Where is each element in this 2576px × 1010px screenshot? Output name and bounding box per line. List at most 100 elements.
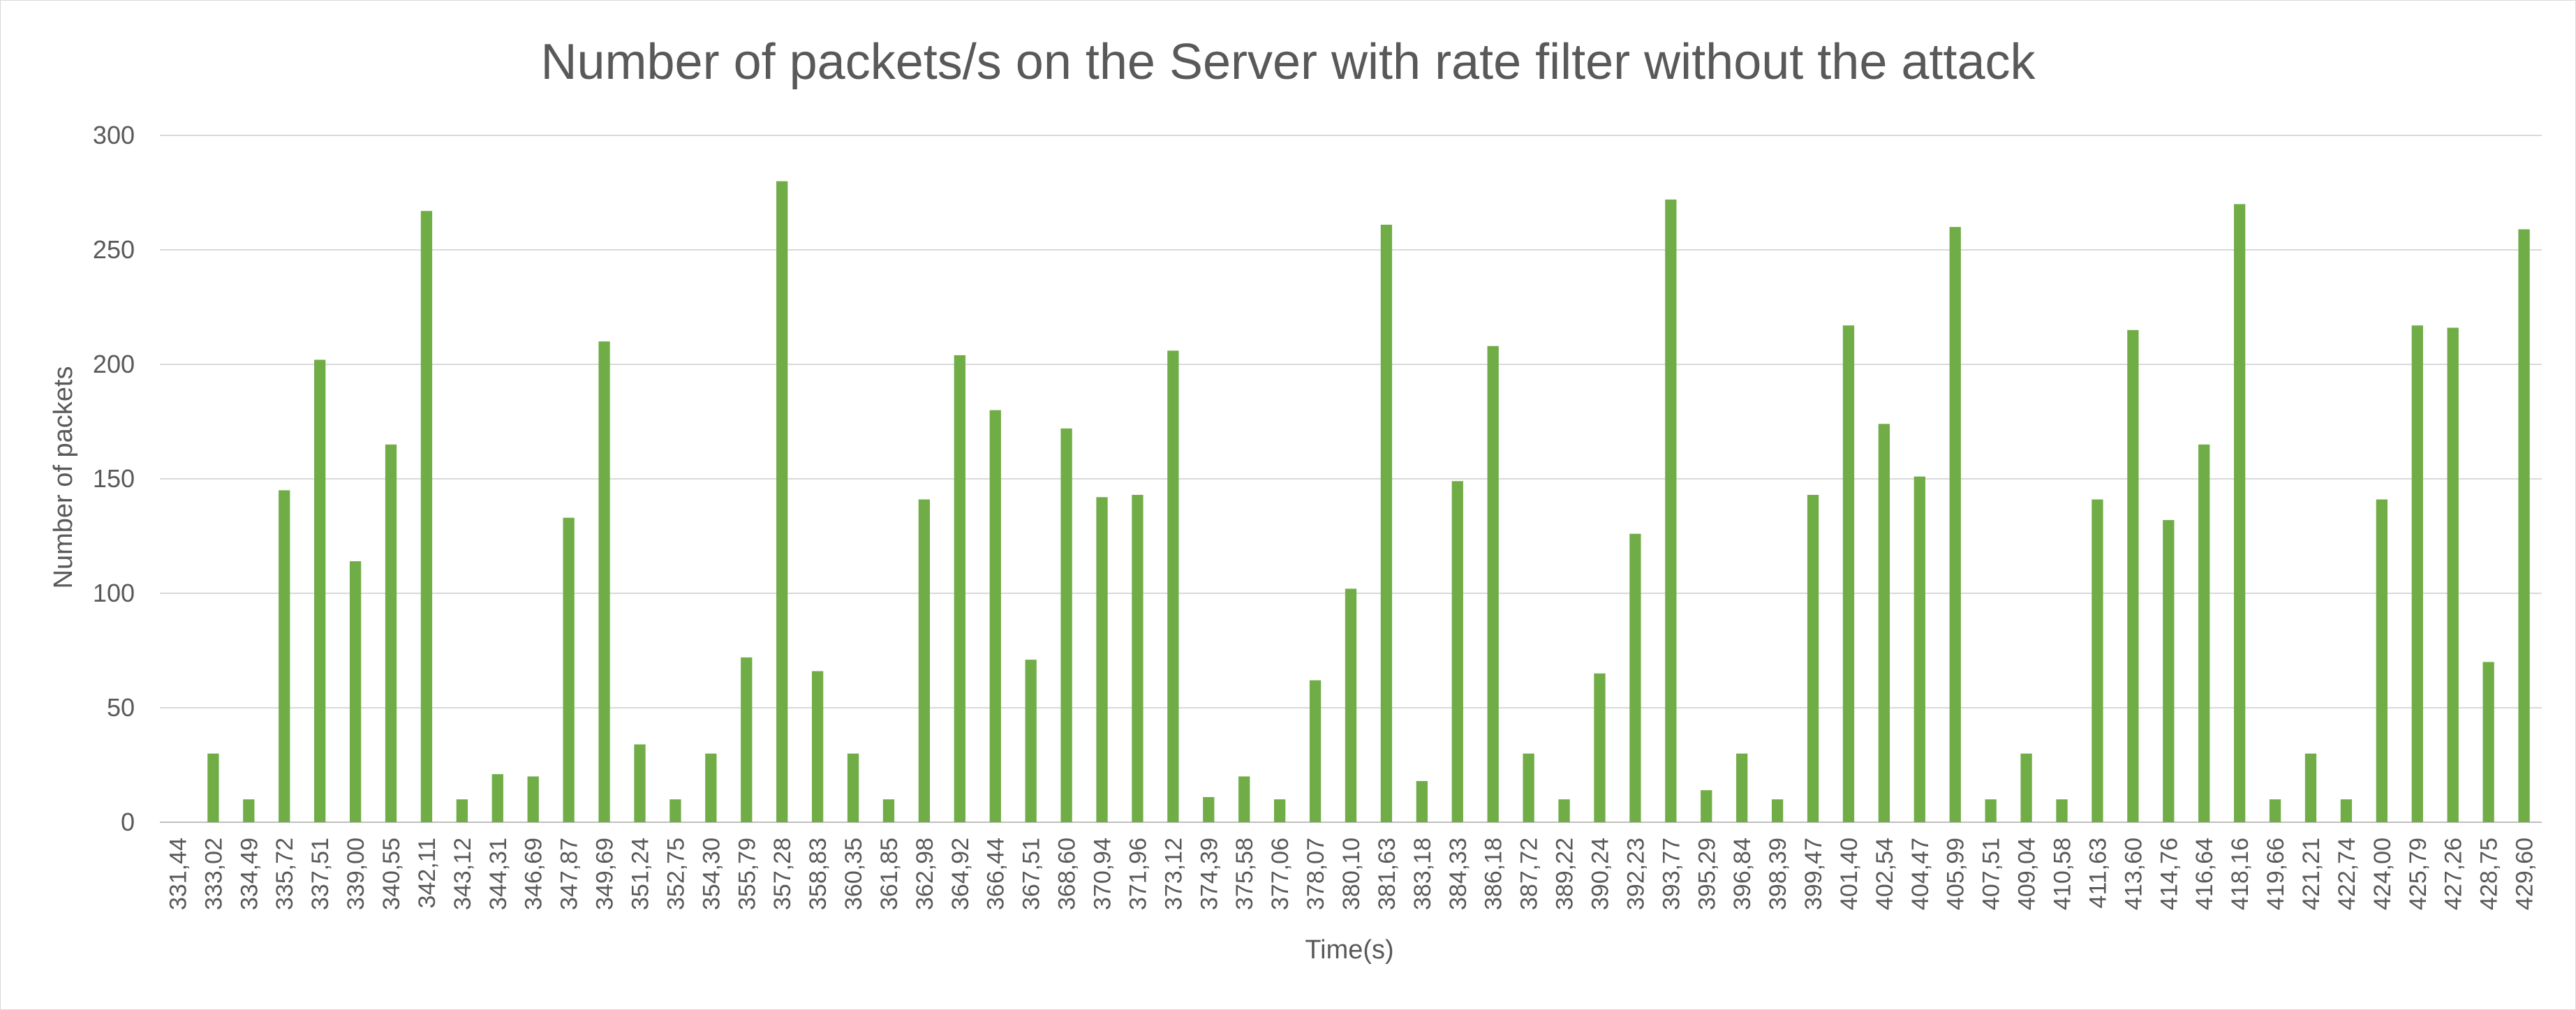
bar xyxy=(1558,799,1570,822)
x-tick-label: 389,22 xyxy=(1552,838,1578,910)
x-tick-label: 384,33 xyxy=(1445,838,1472,910)
bar xyxy=(207,753,219,822)
bar xyxy=(741,657,753,822)
x-tick-label: 373,12 xyxy=(1160,838,1187,910)
bar xyxy=(1167,350,1179,822)
bar xyxy=(634,744,646,822)
x-tick-label: 351,24 xyxy=(627,838,653,910)
y-tick-label: 50 xyxy=(107,693,135,722)
x-tick-label: 413,60 xyxy=(2120,838,2147,910)
x-tick-label: 414,76 xyxy=(2156,838,2182,910)
x-tick-label: 361,85 xyxy=(876,838,903,910)
bar xyxy=(314,359,326,822)
x-tick-label: 419,66 xyxy=(2263,838,2289,910)
bar xyxy=(1238,776,1250,822)
x-tick-label: 383,18 xyxy=(1409,838,1436,910)
bar xyxy=(1416,780,1428,822)
x-tick-label: 390,24 xyxy=(1587,838,1613,910)
x-tick-label: 354,30 xyxy=(698,838,725,910)
x-tick-label: 407,51 xyxy=(1978,838,2005,910)
x-tick-label: 370,94 xyxy=(1090,838,1116,910)
x-tick-label: 409,04 xyxy=(2014,838,2041,910)
bar xyxy=(385,444,397,822)
bar xyxy=(776,181,788,823)
y-tick-label: 300 xyxy=(93,121,135,149)
bar xyxy=(1701,790,1712,822)
bar xyxy=(2411,325,2423,822)
bar xyxy=(1274,799,1286,822)
x-tick-label: 421,21 xyxy=(2298,838,2325,910)
bar xyxy=(420,211,433,822)
x-tick-label: 398,39 xyxy=(1765,838,1791,910)
x-tick-label: 422,74 xyxy=(2334,838,2360,910)
bar xyxy=(349,561,362,822)
bar xyxy=(563,517,575,822)
x-tick-label: 387,72 xyxy=(1516,838,1543,910)
x-tick-label: 339,00 xyxy=(343,838,369,910)
y-tick-label: 0 xyxy=(121,808,135,836)
x-tick-label: 401,40 xyxy=(1836,838,1863,910)
bar xyxy=(1914,476,1925,822)
bar xyxy=(2340,799,2353,822)
x-tick-label: 358,83 xyxy=(805,838,831,910)
bar xyxy=(2127,329,2139,822)
x-tick-label: 427,26 xyxy=(2441,838,2467,910)
bar xyxy=(2092,499,2103,822)
bar xyxy=(2233,204,2246,822)
x-tick-label: 360,35 xyxy=(841,838,867,910)
bar xyxy=(1345,588,1357,822)
bars xyxy=(207,181,2530,823)
x-tick-label: 367,51 xyxy=(1019,838,1045,910)
bar xyxy=(1736,753,1748,822)
bar xyxy=(1807,494,1819,822)
y-tick-label: 150 xyxy=(93,464,135,493)
x-tick-label: 405,99 xyxy=(1943,838,1969,910)
x-tick-label: 347,87 xyxy=(556,838,583,910)
bar xyxy=(847,753,859,822)
bar xyxy=(279,490,290,822)
bar xyxy=(918,499,931,822)
y-tick-label: 250 xyxy=(93,235,135,264)
bar xyxy=(1842,325,1855,822)
x-tick-label: 416,64 xyxy=(2191,838,2218,910)
y-tick-label: 200 xyxy=(93,350,135,378)
bar xyxy=(2269,799,2281,822)
bar xyxy=(456,799,468,822)
y-tick-label: 100 xyxy=(93,579,135,607)
x-tick-label: 333,02 xyxy=(200,838,227,910)
bar xyxy=(2163,520,2175,822)
x-tick-label: 410,58 xyxy=(2050,838,2076,910)
x-tick-label: 393,77 xyxy=(1658,838,1685,910)
x-tick-label: 342,11 xyxy=(414,838,441,908)
bar xyxy=(1025,660,1037,822)
chart-title: Number of packets/s on the Server with r… xyxy=(541,34,2036,90)
x-tick-label: 357,28 xyxy=(769,838,796,910)
bar xyxy=(1523,753,1534,822)
y-axis-ticks: 0 50 100 150 200 250 300 xyxy=(93,121,135,836)
bar xyxy=(1878,424,1890,822)
bar xyxy=(882,799,895,822)
x-tick-label: 381,63 xyxy=(1374,838,1400,910)
x-tick-label: 352,75 xyxy=(662,838,689,910)
x-tick-label: 335,72 xyxy=(272,838,298,910)
bar xyxy=(1629,533,1641,822)
x-tick-label: 395,29 xyxy=(1694,838,1720,910)
bar xyxy=(669,799,681,822)
bar xyxy=(527,776,539,822)
x-tick-label: 366,44 xyxy=(983,838,1009,910)
bar xyxy=(2376,499,2388,822)
x-tick-label: 428,75 xyxy=(2476,838,2503,910)
bar xyxy=(811,671,824,822)
x-tick-label: 418,16 xyxy=(2227,838,2253,910)
x-tick-label: 355,79 xyxy=(734,838,760,910)
bar xyxy=(243,799,255,822)
x-tick-label: 396,84 xyxy=(1729,838,1756,910)
bar xyxy=(1060,428,1072,822)
bar xyxy=(1771,799,1784,822)
bar xyxy=(1949,227,1961,822)
x-tick-label: 374,39 xyxy=(1196,838,1222,910)
x-tick-label: 340,55 xyxy=(378,838,405,910)
x-tick-label: 375,58 xyxy=(1231,838,1258,910)
